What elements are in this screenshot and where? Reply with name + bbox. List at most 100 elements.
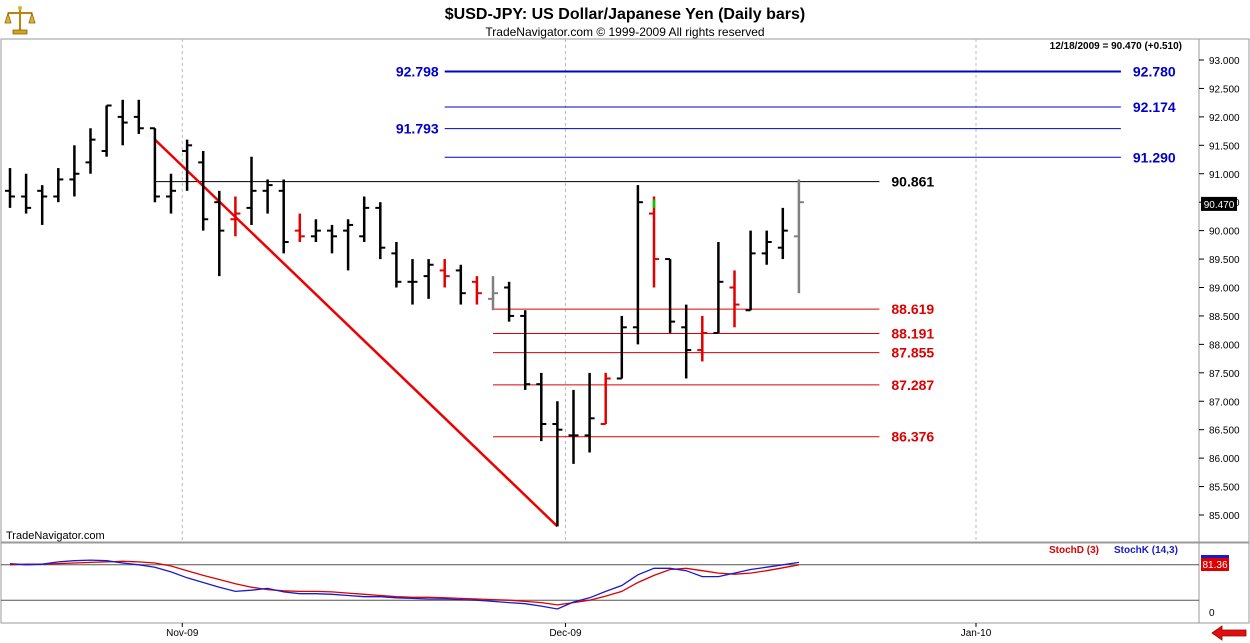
ohlc-bar	[455, 264, 466, 305]
stochastic-series-line	[9, 559, 799, 610]
ohlc-bar	[681, 304, 692, 379]
ohlc-bar	[166, 173, 176, 214]
level-label: 88.619	[891, 301, 934, 317]
x-tick-label: Jan-10	[961, 628, 992, 639]
ohlc-bar	[85, 128, 96, 174]
ohlc-bar	[149, 127, 160, 203]
ohlc-bar	[649, 196, 659, 288]
ohlc-bar	[568, 389, 579, 464]
ohlc-bar	[69, 145, 80, 197]
level-label: 91.793	[396, 121, 439, 137]
stoch-last-value-box	[1201, 556, 1229, 571]
ohlc-bar	[488, 276, 498, 311]
ohlc-bar	[214, 190, 225, 277]
ohlc-bar	[520, 310, 531, 390]
y-tick-label: 88.500	[1209, 312, 1240, 323]
level-label: 92.174	[1133, 99, 1176, 115]
ohlc-bar	[584, 372, 595, 453]
y-tick-label: 85.500	[1209, 483, 1240, 494]
copyright-text: TradeNavigator.com © 1999-2009 All right…	[485, 25, 764, 39]
ohlc-bar	[37, 185, 48, 225]
last-price-box	[1201, 196, 1237, 211]
stochastic-series-line	[9, 560, 800, 606]
price-panel	[0, 38, 1200, 543]
y-tick-label: 88.000	[1209, 340, 1240, 351]
ohlc-bar	[117, 99, 128, 146]
trend-line	[154, 138, 559, 528]
stochastic-panel	[0, 542, 1200, 624]
y-tick-label: 89.000	[1209, 284, 1240, 295]
ohlc-bar	[632, 185, 643, 345]
stoch-y-tick-label: 0	[1209, 608, 1215, 619]
ohlc-bar	[133, 99, 144, 134]
y-tick-label: 86.500	[1209, 426, 1240, 437]
ohlc-bar	[729, 270, 740, 328]
ohlc-bar	[21, 173, 32, 214]
ohlc-bar	[246, 156, 257, 225]
legend-stochk: StochK (14,3)	[1114, 545, 1178, 556]
x-tick-label: Dec-09	[549, 628, 582, 639]
ohlc-bar	[262, 179, 273, 214]
ohlc-bar	[278, 179, 289, 254]
ohlc-bar	[375, 202, 386, 260]
y-tick-label: 89.500	[1209, 255, 1240, 266]
ohlc-bar	[439, 259, 450, 288]
last-quote-text: 12/18/2009 = 90.470 (+0.510)	[1050, 41, 1182, 52]
ohlc-bar	[471, 276, 482, 305]
ohlc-bar	[713, 242, 724, 334]
ohlc-bar	[182, 139, 193, 191]
stoch-last-value-label: 81.36	[1202, 560, 1227, 571]
y-tick-label: 93.000	[1209, 56, 1240, 67]
y-tick-label: 92.500	[1209, 84, 1240, 95]
ohlc-bar	[327, 224, 337, 254]
chart-title: $USD-JPY: US Dollar/Japanese Yen (Daily …	[445, 6, 805, 23]
y-tick-label: 86.000	[1209, 454, 1240, 465]
ohlc-bar	[536, 372, 547, 442]
legend-stochd: StochD (3)	[1049, 545, 1099, 556]
level-label: 87.287	[891, 377, 934, 393]
y-tick-label: 87.500	[1209, 369, 1240, 380]
ohlc-bar	[294, 213, 305, 242]
watermark-text: TradeNavigator.com	[6, 530, 105, 542]
y-tick-label: 90.000	[1209, 227, 1240, 238]
level-label: 88.191	[891, 326, 934, 342]
price-axis	[1198, 38, 1250, 543]
ohlc-bar	[310, 219, 321, 242]
ohlc-bar	[697, 315, 708, 362]
ohlc-bar	[101, 104, 112, 157]
y-tick-label: 85.000	[1209, 511, 1240, 522]
y-tick-label: 91.000	[1209, 170, 1240, 181]
ohlc-bar	[665, 258, 676, 333]
ohlc-bar	[761, 230, 772, 265]
level-label: 91.290	[1133, 149, 1176, 165]
y-tick-label: 87.000	[1209, 397, 1240, 408]
level-label: 87.855	[891, 345, 934, 361]
ohlc-bar	[407, 259, 418, 305]
brass-scale-icon	[4, 4, 36, 36]
ohlc-bar	[616, 315, 627, 380]
ohlc-bar	[343, 219, 354, 271]
ohlc-bar	[391, 242, 402, 288]
ohlc-bar	[745, 230, 756, 312]
ohlc-bar	[423, 259, 434, 299]
level-label: 92.780	[1133, 63, 1176, 79]
ohlc-bar	[793, 179, 804, 294]
ohlc-bar	[600, 372, 611, 425]
level-label: 92.798	[396, 63, 439, 79]
ohlc-bar	[5, 168, 15, 208]
x-tick-label: Nov-09	[166, 628, 199, 639]
ohlc-bar	[777, 207, 788, 260]
ohlc-bar	[552, 401, 563, 527]
ohlc-bar	[230, 196, 241, 237]
last-price-label: 90.470	[1204, 200, 1235, 211]
ohlc-bar	[198, 151, 209, 231]
ohlc-bar	[504, 281, 515, 322]
level-label: 90.861	[891, 174, 934, 190]
y-tick-label: 92.000	[1209, 113, 1240, 124]
y-tick-label: 91.500	[1209, 141, 1240, 152]
red-left-arrow-icon[interactable]	[1211, 625, 1247, 641]
ohlc-bar	[359, 196, 370, 242]
ohlc-bar	[53, 168, 64, 203]
level-label: 86.376	[891, 429, 934, 445]
